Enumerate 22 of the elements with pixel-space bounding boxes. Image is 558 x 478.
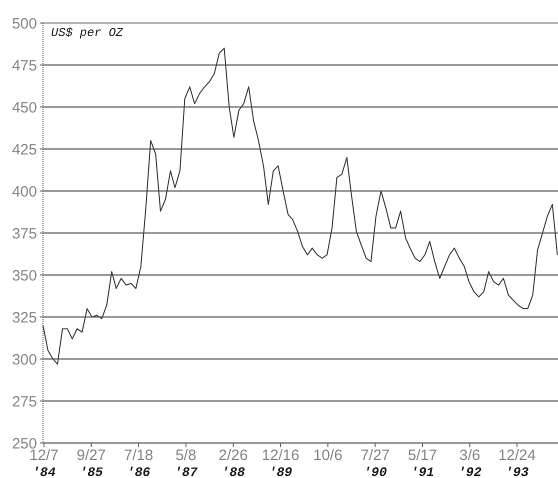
y-tick-label: 425 xyxy=(12,141,37,158)
line-series xyxy=(42,48,558,365)
y-tick-label: 300 xyxy=(12,351,37,368)
x-tick-label: 12/16 '89 xyxy=(262,447,300,478)
y-tick-label: 275 xyxy=(12,393,37,410)
y-tick-label: 325 xyxy=(12,309,37,326)
y-tick-label: 450 xyxy=(12,99,37,116)
y-tick-label: 400 xyxy=(12,183,37,200)
y-tick-label: 375 xyxy=(12,225,37,242)
x-tick-label: 7/18 '86 xyxy=(124,447,154,478)
y-tick-label: 500 xyxy=(12,15,37,32)
y-axis-title: US$ per OZ xyxy=(51,26,124,40)
x-tick-label: 10/6 xyxy=(313,447,342,464)
x-tick-label: 5/8 '87 xyxy=(174,447,198,478)
y-tick-label: 475 xyxy=(12,57,37,74)
x-tick-label: 12/24 '93 xyxy=(498,447,536,478)
x-tick-label: 3/6 '92 xyxy=(458,447,482,478)
x-tick-label: 2/26 '88 xyxy=(218,447,248,478)
y-tick-label: 350 xyxy=(12,267,37,284)
x-tick-label: 7/27 '90 xyxy=(360,447,390,478)
x-tick-label: 5/17 '91 xyxy=(408,447,438,478)
x-tick-label: 9/27 '85 xyxy=(76,447,106,478)
